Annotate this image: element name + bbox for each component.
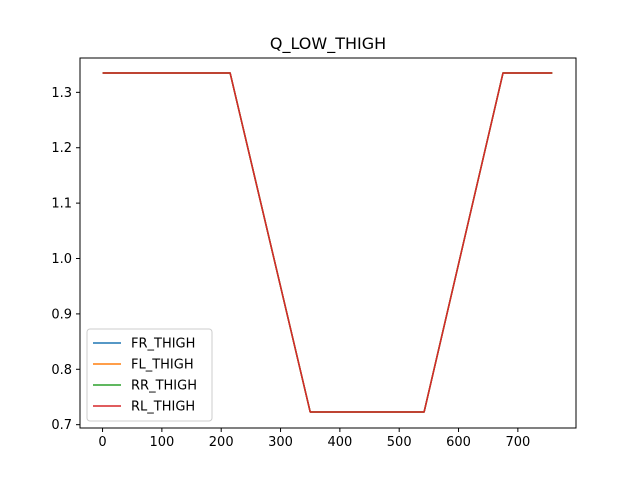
y-tick-label: 1.0	[51, 252, 72, 267]
chart-title: Q_LOW_THIGH	[270, 34, 386, 54]
y-tick-label: 1.2	[51, 141, 72, 156]
x-tick-label: 500	[387, 435, 412, 450]
y-axis: 0.7 0.8 0.9 1.0 1.1 1.2 1.3	[51, 86, 80, 433]
y-tick-label: 0.9	[51, 307, 72, 322]
x-tick-label: 100	[149, 435, 174, 450]
legend-label: RL_THIGH	[131, 400, 195, 415]
series-layer	[102, 72, 553, 413]
y-tick-label: 1.3	[51, 86, 72, 101]
x-tick-label: 300	[268, 435, 293, 450]
legend: FR_THIGH FL_THIGH RR_THIGH RL_THIGH	[86, 328, 213, 422]
legend-label: FR_THIGH	[131, 337, 195, 352]
x-tick-label: 0	[98, 435, 106, 450]
y-tick-label: 0.8	[51, 363, 72, 378]
y-tick-label: 1.1	[51, 197, 72, 212]
x-tick-label: 400	[327, 435, 352, 450]
y-tick-label: 0.7	[51, 418, 72, 433]
plot-frame	[79, 57, 577, 429]
legend-label: RR_THIGH	[131, 379, 197, 394]
x-tick-label: 200	[209, 435, 234, 450]
x-tick-label: 700	[505, 435, 530, 450]
x-axis: 0 100 200 300 400 500 600 700	[98, 428, 530, 450]
legend-box	[86, 328, 213, 422]
x-tick-label: 600	[446, 435, 471, 450]
legend-label: FL_THIGH	[131, 358, 194, 373]
series-line-rl-thigh	[102, 72, 553, 413]
